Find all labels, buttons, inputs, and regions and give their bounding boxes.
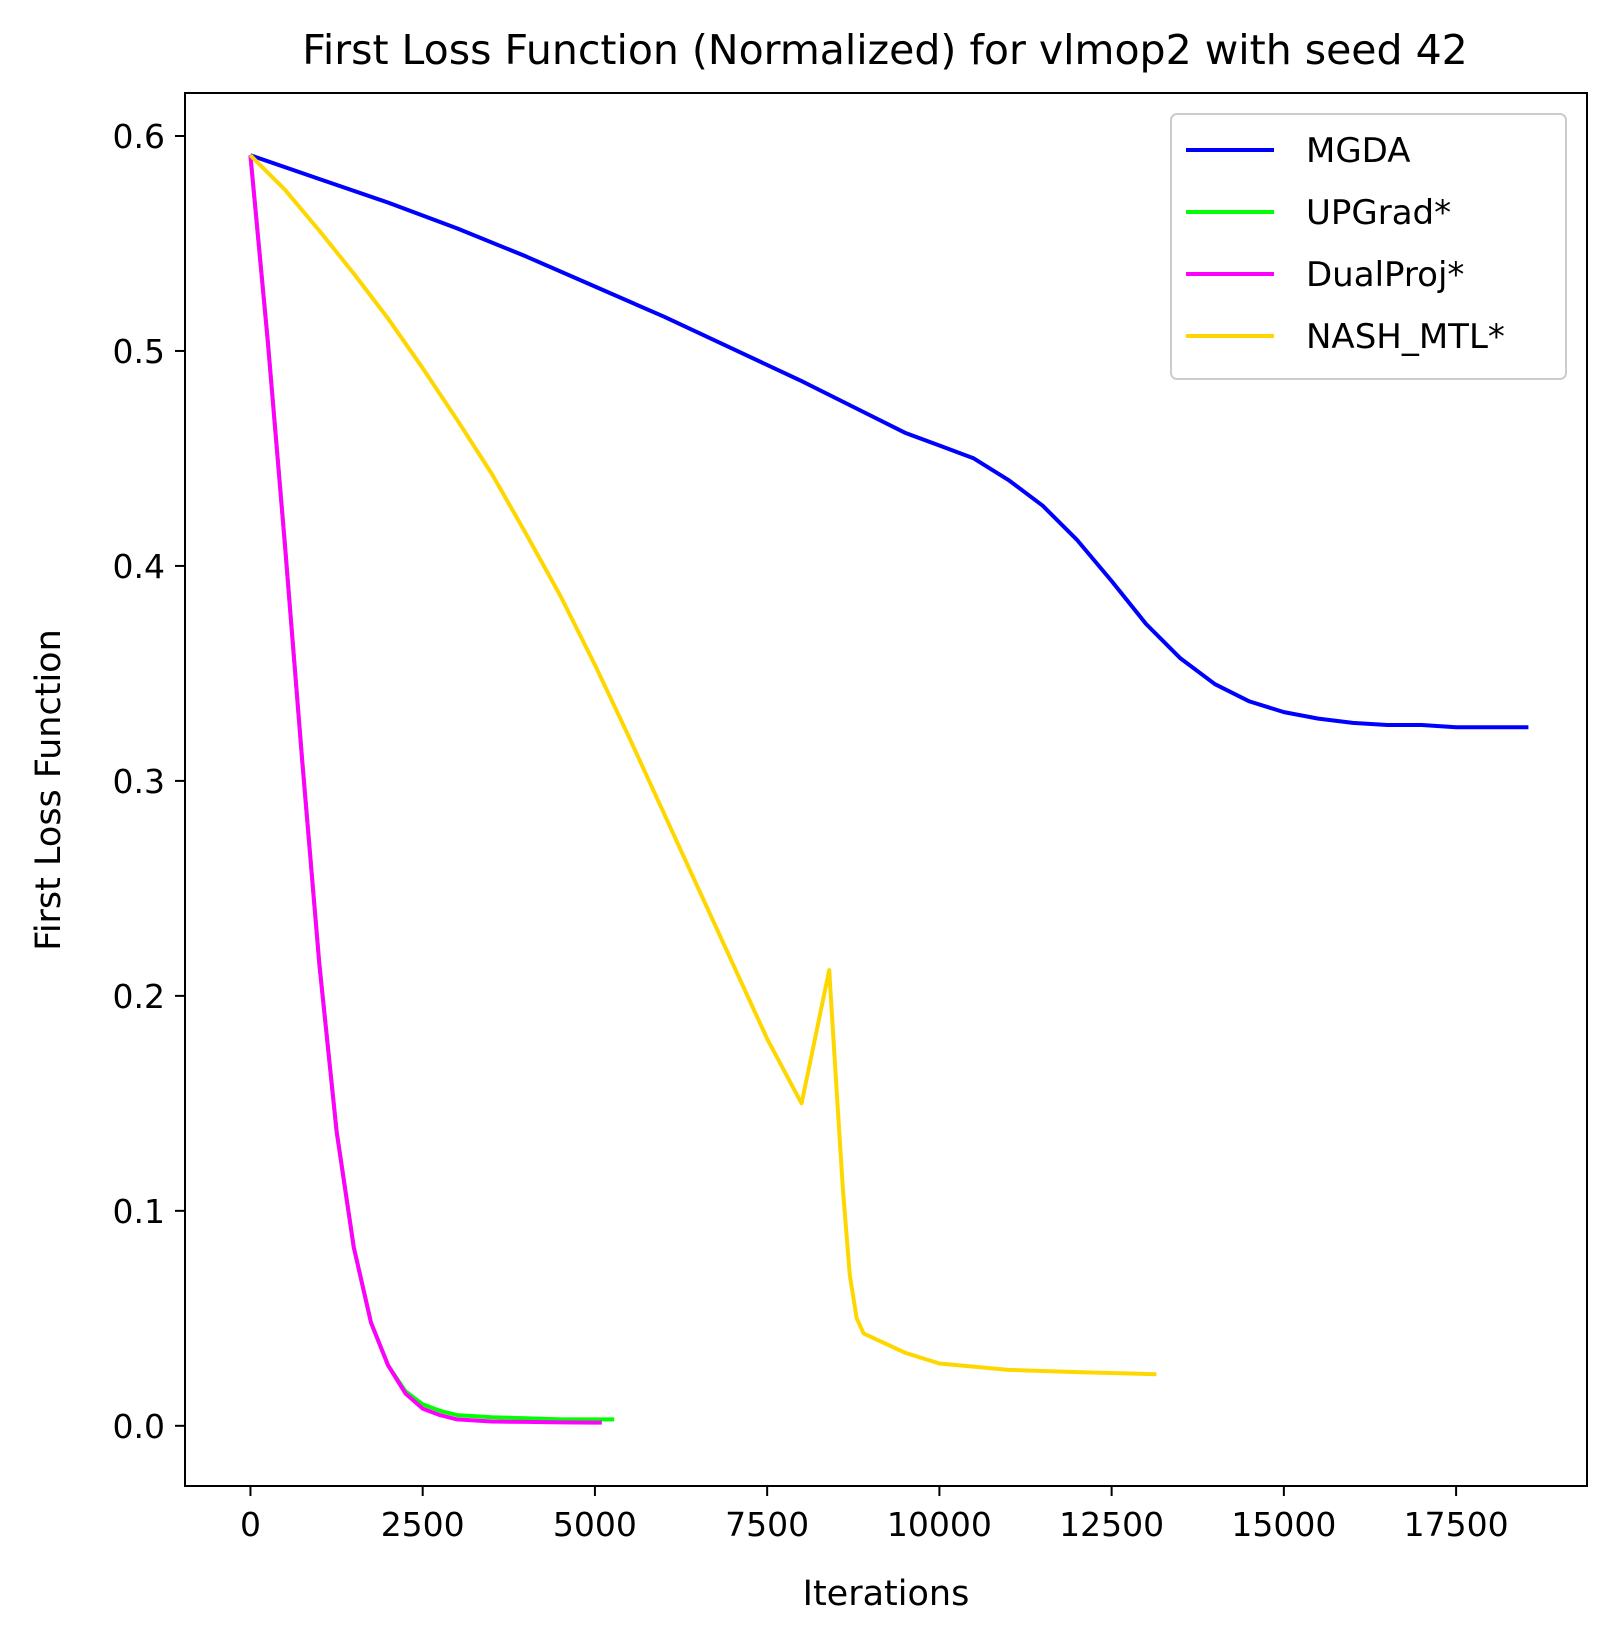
- x-tick-label: 17500: [1404, 1505, 1509, 1544]
- legend-entries: MGDA UPGrad* DualProj* NASH_MTL*: [1186, 131, 1505, 357]
- legend-label-mgda: MGDA: [1306, 131, 1411, 171]
- y-tick-label: 0.2: [113, 977, 165, 1016]
- y-axis-title: First Loss Function: [29, 629, 69, 951]
- chart-title: First Loss Function (Normalized) for vlm…: [302, 26, 1468, 74]
- y-tick-label: 0.6: [113, 117, 165, 156]
- y-tick-label: 0.0: [113, 1407, 165, 1446]
- x-tick-label: 0: [240, 1505, 261, 1544]
- x-tick-label: 7500: [725, 1505, 809, 1544]
- legend: MGDA UPGrad* DualProj* NASH_MTL*: [1170, 113, 1567, 380]
- legend-label-dualproj: DualProj*: [1306, 255, 1464, 295]
- y-tick-label: 0.5: [113, 332, 165, 371]
- legend-box: [1170, 113, 1567, 380]
- x-axis-ticks: 0 2500 5000 7500 10000 12500 15000 17500: [240, 1486, 1509, 1544]
- x-tick-label: 5000: [553, 1505, 637, 1544]
- y-tick-label: 0.3: [113, 762, 165, 801]
- x-tick-label: 2500: [381, 1505, 465, 1544]
- y-tick-label: 0.4: [113, 547, 165, 586]
- y-tick-label: 0.1: [113, 1192, 165, 1231]
- x-tick-label: 10000: [887, 1505, 992, 1544]
- x-tick-label: 15000: [1231, 1505, 1336, 1544]
- series-line-mgda: [249, 153, 1529, 730]
- y-axis-ticks: 0.0 0.1 0.2 0.3 0.4 0.5 0.6: [113, 117, 185, 1446]
- x-axis-title: Iterations: [803, 1574, 970, 1614]
- legend-label-nash-mtl: NASH_MTL*: [1306, 317, 1505, 357]
- series-line-nash-mtl: [248, 153, 1157, 1377]
- series-line-dualproj: [248, 155, 602, 1425]
- plot-lines: [248, 153, 1529, 1425]
- plot-area-frame: [184, 92, 1588, 1487]
- legend-label-upgrad: UPGrad*: [1306, 193, 1451, 233]
- x-tick-label: 12500: [1059, 1505, 1164, 1544]
